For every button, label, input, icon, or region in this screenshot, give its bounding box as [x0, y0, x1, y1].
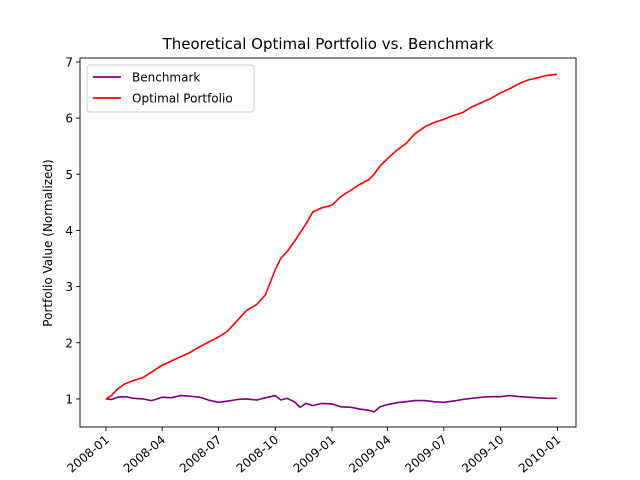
y-tick-label-5: 6	[65, 112, 73, 126]
plot-area	[79, 57, 577, 428]
legend-label-1: Optimal Portfolio	[132, 92, 233, 106]
series-line-1	[105, 73, 557, 400]
chart-title: Theoretical Optimal Portfolio vs. Benchm…	[162, 35, 494, 53]
legend: Benchmark Optimal Portfolio	[86, 64, 255, 113]
legend-box	[86, 64, 255, 113]
legend-label-0: Benchmark	[132, 71, 200, 85]
y-tick-label-1: 2	[65, 336, 73, 350]
y-tick-label-3: 4	[65, 224, 73, 238]
y-tick-label-0: 1	[65, 392, 73, 406]
y-tick-label-4: 5	[65, 168, 73, 182]
y-tick-label-6: 7	[65, 55, 73, 69]
y-axis-label: Portfolio Value (Normalized)	[41, 159, 55, 326]
series-line-0	[105, 394, 557, 413]
plot-frame	[79, 57, 577, 428]
y-tick-label-2: 3	[65, 280, 73, 294]
y-axis-ticks: 1 2 3 4 5 6 7	[65, 55, 80, 406]
